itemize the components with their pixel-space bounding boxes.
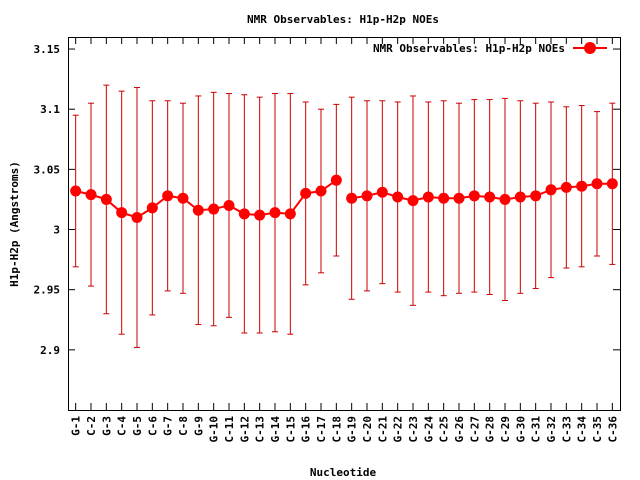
data-point [254,209,266,221]
data-point [85,189,97,201]
x-tick-label: C-29 [499,416,512,443]
data-point [269,207,281,219]
data-point [499,193,511,205]
y-tick-label: 3.1 [40,103,60,116]
x-tick-label: G-3 [100,416,113,436]
x-tick-label: G-5 [131,416,144,436]
x-tick-label: G-7 [162,416,175,436]
x-tick-label: C-18 [330,416,343,443]
legend-marker [584,42,596,54]
series-line-segment [351,182,613,202]
x-axis-label: Nucleotide [310,466,377,479]
data-point [392,191,404,203]
x-tick-label: G-19 [346,416,359,443]
x-tick-label: C-35 [591,416,604,443]
plot-area-border [68,37,621,411]
data-point [530,190,542,202]
legend-label: NMR Observables: H1p-H2p NOEs [373,42,565,55]
series-line-segment [75,179,337,219]
x-tick-label: G-12 [238,416,251,443]
data-point [300,187,312,199]
chart-title: NMR Observables: H1p-H2p NOEs [247,13,439,26]
data-point [438,192,450,204]
x-tick-label: C-13 [254,416,267,443]
x-tick-label: G-22 [392,416,405,443]
data-point [545,184,557,196]
x-tick-label: C-4 [116,416,129,436]
x-tick-label: C-11 [223,416,236,443]
x-tick-label: C-36 [606,416,619,443]
data-point [407,195,419,207]
data-point [576,180,588,192]
y-tick-label: 3.15 [34,43,61,56]
x-tick-label: G-28 [484,416,497,443]
x-tick-label: G-14 [269,416,282,443]
data-point [146,202,158,214]
data-point [560,181,572,193]
data-point [131,211,143,223]
x-tick-label: G-9 [192,416,205,436]
x-tick-label: G-10 [208,416,221,443]
x-tick-label: C-20 [361,416,374,443]
x-tick-label: C-2 [85,416,98,436]
data-point [422,191,434,203]
legend: NMR Observables: H1p-H2p NOEs [373,42,607,55]
y-tick-label: 3 [53,224,60,237]
x-tick-label: C-17 [315,416,328,443]
data-point [361,190,373,202]
data-point [346,192,358,204]
x-tick-label: G-26 [453,416,466,443]
error-bars [72,84,616,348]
x-tick-label: C-34 [576,416,589,443]
data-point [116,207,128,219]
data-point [315,185,327,197]
data-point [468,190,480,202]
x-tick-label: C-15 [284,416,297,443]
data-point [514,191,526,203]
data-point [238,208,250,220]
x-axis: G-1 C-2 G-3 C-4 G-5 C-6 G-7 C-8 G-9 G-10 C-11 G-12 C… [70,37,619,443]
data-point [376,186,388,198]
data-point [223,199,235,211]
x-tick-label: C-33 [560,416,573,443]
x-tick-label: G-30 [514,416,527,443]
data-point [591,178,603,190]
x-tick-label: C-21 [376,416,389,443]
data-points [70,174,618,223]
x-tick-label: C-23 [407,416,420,443]
x-tick-label: C-31 [530,416,543,443]
y-axis: 2.9 2.95 3 3.05 3.1 3.15 [34,43,620,357]
x-tick-label: G-16 [300,416,313,443]
data-point [484,191,496,203]
data-point [284,208,296,220]
x-tick-label: G-1 [70,416,83,436]
data-point [208,203,220,215]
data-point [70,185,82,197]
y-tick-label: 3.05 [34,163,61,176]
x-tick-label: C-25 [438,416,451,443]
data-point [192,204,204,216]
data-point [330,174,342,186]
data-point [162,190,174,202]
y-tick-label: 2.95 [34,284,61,297]
data-point [453,192,465,204]
y-axis-label: H1p-H2p (Angstroms) [8,161,21,287]
data-point [177,192,189,204]
data-point [100,193,112,205]
x-tick-label: G-24 [422,416,435,443]
x-tick-label: G-32 [545,416,558,443]
data-point [606,178,618,190]
x-tick-label: C-27 [468,416,481,443]
y-tick-label: 2.9 [40,344,60,357]
x-tick-label: C-6 [146,416,159,436]
x-tick-label: C-8 [177,416,190,436]
